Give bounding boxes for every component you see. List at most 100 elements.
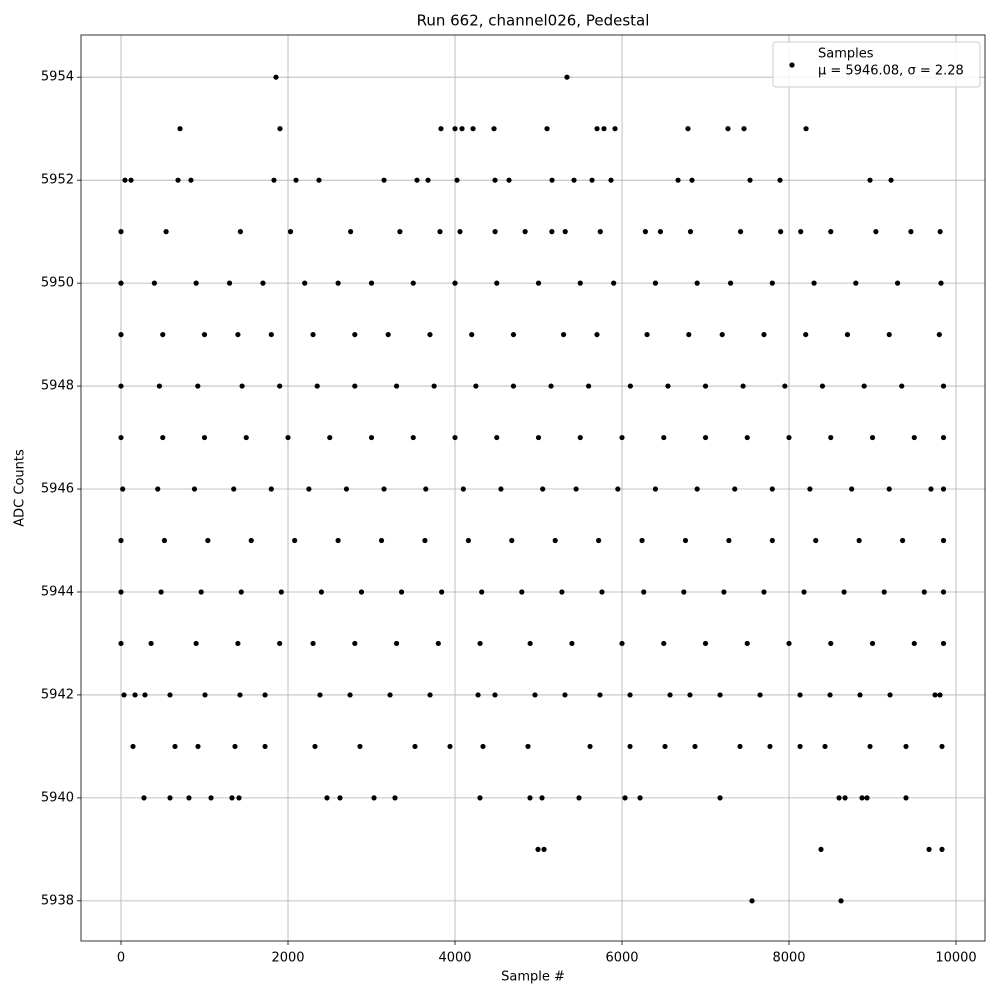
data-point [532, 692, 538, 698]
data-point [198, 589, 204, 595]
data-point [861, 383, 867, 389]
data-point [492, 692, 498, 698]
data-point [644, 331, 650, 338]
data-point [368, 280, 375, 286]
data-point [414, 177, 420, 183]
data-point [911, 434, 917, 441]
y-tick-label: 5954 [41, 70, 74, 85]
data-point [627, 383, 633, 389]
data-point [571, 177, 577, 183]
data-point [352, 640, 358, 647]
data-point [899, 383, 905, 389]
data-point [822, 743, 828, 750]
data-point [811, 280, 817, 286]
data-point [761, 331, 767, 338]
data-point [519, 589, 525, 595]
data-point [881, 589, 887, 595]
data-point [841, 589, 847, 595]
data-point [201, 434, 208, 441]
data-point [231, 486, 237, 492]
data-point [470, 126, 476, 132]
data-point [886, 486, 892, 492]
data-point [201, 331, 208, 338]
data-point [447, 743, 453, 750]
data-point [894, 280, 901, 286]
data-point [589, 177, 595, 183]
data-point [867, 743, 873, 750]
data-point [818, 846, 824, 852]
data-point [552, 537, 558, 544]
data-point [293, 177, 299, 183]
data-point [348, 229, 354, 235]
data-point [597, 229, 603, 235]
data-point [737, 229, 744, 235]
data-point [786, 640, 792, 647]
plot-frame [80, 34, 986, 942]
data-point [151, 280, 157, 286]
data-point [828, 229, 834, 235]
data-point [899, 537, 906, 544]
data-point [193, 280, 199, 286]
data-point [128, 177, 134, 183]
data-point [549, 177, 555, 183]
data-point [749, 898, 755, 904]
data-point [702, 383, 709, 389]
data-point [343, 486, 350, 492]
data-point [397, 229, 403, 235]
data-point [475, 692, 481, 698]
data-point [347, 692, 353, 698]
data-point [480, 743, 486, 750]
data-point [132, 692, 138, 698]
data-point [368, 434, 375, 441]
data-point [694, 486, 700, 492]
data-point [562, 692, 568, 698]
data-point [564, 74, 570, 80]
data-point [158, 589, 164, 595]
data-point [782, 383, 788, 389]
y-tick-label: 5946 [41, 482, 74, 497]
data-point [292, 537, 298, 544]
data-point [385, 331, 391, 338]
data-point [596, 537, 602, 544]
data-point [235, 331, 241, 338]
data-point [608, 177, 614, 183]
data-point [601, 126, 607, 132]
data-point [235, 640, 241, 647]
data-point [239, 383, 245, 389]
data-point [761, 589, 767, 595]
data-point [576, 795, 582, 801]
data-point [717, 795, 723, 801]
data-point [587, 743, 593, 750]
data-point [836, 795, 842, 801]
data-point [928, 486, 934, 492]
data-point [937, 692, 943, 698]
data-point [118, 589, 124, 595]
data-point [936, 331, 942, 338]
data-point [314, 383, 320, 389]
data-point [510, 331, 517, 338]
data-point [692, 743, 698, 750]
data-point [167, 692, 173, 698]
data-point [642, 229, 648, 235]
data-point [940, 486, 947, 492]
data-point [236, 795, 242, 801]
data-point [828, 434, 834, 441]
data-point [807, 486, 813, 492]
data-point [535, 846, 541, 852]
data-point [594, 126, 600, 132]
data-point [278, 589, 284, 595]
y-axis-label: ADC Counts [13, 449, 28, 527]
data-point [465, 537, 471, 544]
data-point [260, 280, 266, 286]
data-point [940, 434, 947, 441]
data-point [510, 383, 517, 389]
data-point [769, 537, 775, 544]
data-point [903, 743, 909, 750]
data-point [637, 795, 643, 801]
data-point [887, 692, 893, 698]
data-point [118, 434, 124, 441]
data-point [577, 434, 583, 441]
legend-label: Samples [818, 47, 874, 62]
y-tick-label: 5940 [41, 790, 74, 805]
